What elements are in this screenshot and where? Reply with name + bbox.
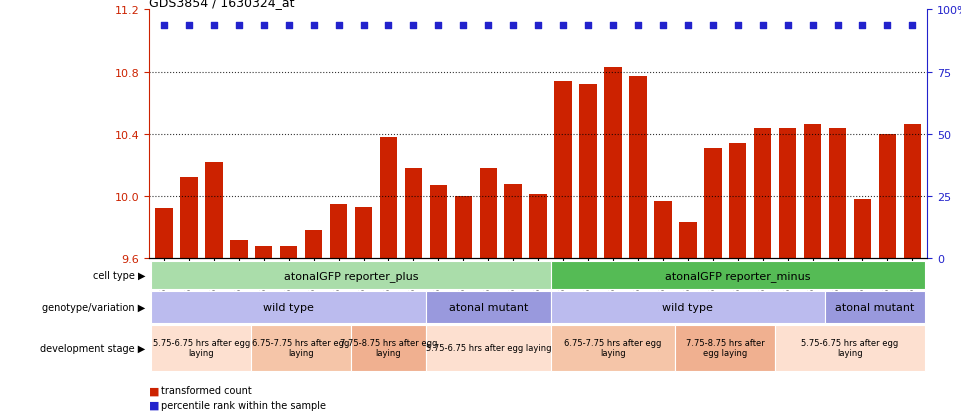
Bar — [230, 240, 248, 259]
Text: wild type: wild type — [263, 302, 314, 312]
Point — [331, 23, 346, 29]
Bar — [426, 291, 551, 323]
Bar — [426, 325, 551, 371]
Bar — [405, 169, 422, 259]
Bar — [679, 223, 697, 259]
Bar — [280, 246, 297, 259]
Bar — [729, 144, 747, 259]
Bar — [554, 82, 572, 259]
Bar — [255, 246, 273, 259]
Point — [207, 23, 222, 29]
Point — [431, 23, 446, 29]
Point — [306, 23, 321, 29]
Bar — [878, 135, 897, 259]
Bar — [455, 197, 472, 259]
Point — [456, 23, 471, 29]
Bar — [776, 325, 924, 371]
Point — [730, 23, 746, 29]
Text: atonal mutant: atonal mutant — [835, 302, 915, 312]
Bar — [152, 325, 251, 371]
Point — [182, 23, 197, 29]
Point — [705, 23, 721, 29]
Text: development stage ▶: development stage ▶ — [39, 343, 145, 353]
Bar — [505, 184, 522, 259]
Bar — [551, 261, 924, 290]
Point — [630, 23, 646, 29]
Text: GDS3854 / 1630324_at: GDS3854 / 1630324_at — [149, 0, 294, 9]
Text: 7.75-8.75 hrs after egg
laying: 7.75-8.75 hrs after egg laying — [340, 338, 437, 358]
Point — [256, 23, 271, 29]
Bar — [825, 291, 924, 323]
Bar — [155, 209, 173, 259]
Point — [281, 23, 296, 29]
Bar — [604, 68, 622, 259]
Point — [780, 23, 796, 29]
Bar — [152, 261, 551, 290]
Point — [904, 23, 920, 29]
Bar — [305, 230, 322, 259]
Point — [381, 23, 396, 29]
Point — [830, 23, 846, 29]
Point — [530, 23, 546, 29]
Text: genotype/variation ▶: genotype/variation ▶ — [42, 302, 145, 312]
Bar — [828, 128, 847, 259]
Bar — [330, 204, 347, 259]
Text: transformed count: transformed count — [161, 385, 252, 395]
Bar — [903, 125, 922, 259]
Point — [879, 23, 895, 29]
Point — [855, 23, 871, 29]
Bar — [551, 325, 676, 371]
Bar — [380, 138, 397, 259]
Point — [231, 23, 246, 29]
Point — [805, 23, 821, 29]
Point — [555, 23, 571, 29]
Text: 5.75-6.75 hrs after egg
laying: 5.75-6.75 hrs after egg laying — [153, 338, 250, 358]
Point — [356, 23, 371, 29]
Point — [605, 23, 621, 29]
Bar — [251, 325, 351, 371]
Text: ■: ■ — [149, 400, 160, 410]
Bar — [355, 207, 372, 259]
Text: cell type ▶: cell type ▶ — [92, 271, 145, 280]
Bar — [754, 128, 772, 259]
Bar — [351, 325, 426, 371]
Text: atonalGFP reporter_minus: atonalGFP reporter_minus — [665, 270, 810, 281]
Text: atonal mutant: atonal mutant — [449, 302, 528, 312]
Text: wild type: wild type — [662, 302, 713, 312]
Point — [157, 23, 172, 29]
Bar — [205, 162, 223, 259]
Text: 6.75-7.75 hrs after egg
laying: 6.75-7.75 hrs after egg laying — [564, 338, 662, 358]
Point — [406, 23, 421, 29]
Bar — [152, 291, 426, 323]
Point — [755, 23, 771, 29]
Point — [480, 23, 496, 29]
Text: 6.75-7.75 hrs after egg
laying: 6.75-7.75 hrs after egg laying — [253, 338, 350, 358]
Bar — [430, 185, 447, 259]
Point — [580, 23, 596, 29]
Bar — [676, 325, 776, 371]
Text: ■: ■ — [149, 385, 160, 395]
Text: 7.75-8.75 hrs after
egg laying: 7.75-8.75 hrs after egg laying — [686, 338, 765, 358]
Bar — [180, 178, 198, 259]
Bar — [579, 85, 597, 259]
Point — [655, 23, 671, 29]
Bar — [853, 199, 872, 259]
Text: percentile rank within the sample: percentile rank within the sample — [161, 400, 327, 410]
Bar — [551, 291, 825, 323]
Bar — [530, 195, 547, 259]
Bar — [803, 125, 822, 259]
Point — [505, 23, 521, 29]
Bar — [779, 128, 797, 259]
Bar — [480, 169, 497, 259]
Text: 5.75-6.75 hrs after egg laying: 5.75-6.75 hrs after egg laying — [426, 344, 551, 352]
Bar — [654, 201, 672, 259]
Text: atonalGFP reporter_plus: atonalGFP reporter_plus — [283, 270, 418, 281]
Bar — [704, 148, 722, 259]
Point — [680, 23, 696, 29]
Text: 5.75-6.75 hrs after egg
laying: 5.75-6.75 hrs after egg laying — [801, 338, 899, 358]
Bar — [629, 77, 647, 259]
